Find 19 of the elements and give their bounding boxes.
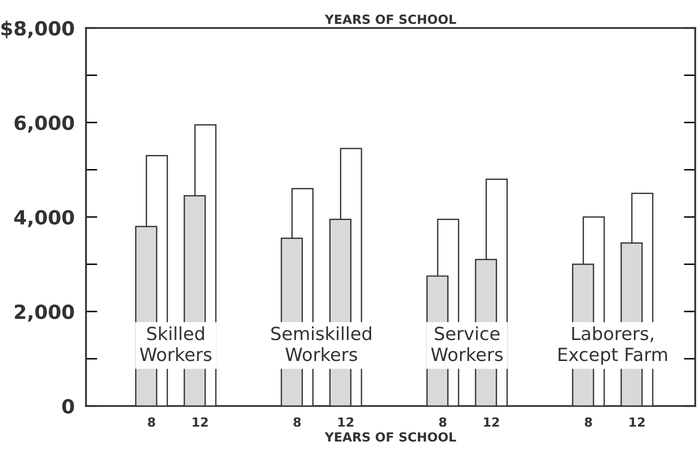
x-tick-label: 12 — [630, 417, 645, 427]
x-tick-label: 8 — [439, 417, 446, 427]
annotation: Laborers, Except Farm — [558, 326, 667, 365]
text: 2,000 — [14, 304, 74, 322]
annotation: Semiskilled Workers — [271, 326, 372, 362]
y-tick-label: 0 — [62, 398, 74, 414]
y-tick-label: $8,000 — [1, 20, 74, 38]
x-tick-label: 8 — [584, 417, 592, 427]
annotation: Skilled Workers — [140, 326, 212, 362]
x-tick-label: 12 — [338, 417, 354, 427]
x-tick-label: 12 — [484, 417, 499, 427]
x-tick-label: 12 — [192, 417, 208, 427]
y-tick-label: 4,000 — [14, 210, 74, 228]
annotation: Service Workers — [431, 326, 503, 362]
x2-axis-title: YEARS OF SCHOOL — [324, 14, 456, 24]
x-tick-label: 8 — [294, 417, 301, 427]
x-axis-title: YEARS OF SCHOOL — [324, 432, 456, 442]
y-tick-label: 6,000 — [14, 115, 74, 133]
x-tick-label: 8 — [148, 417, 156, 427]
